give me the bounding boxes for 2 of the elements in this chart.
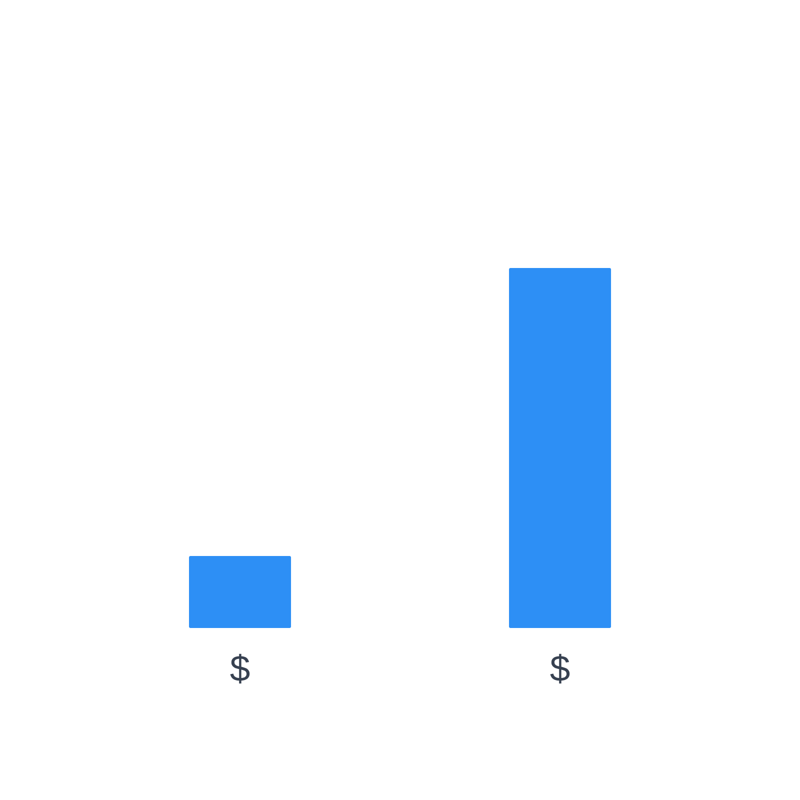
x-tick-label: $: [550, 654, 570, 684]
x-tick-label: $: [230, 654, 250, 684]
